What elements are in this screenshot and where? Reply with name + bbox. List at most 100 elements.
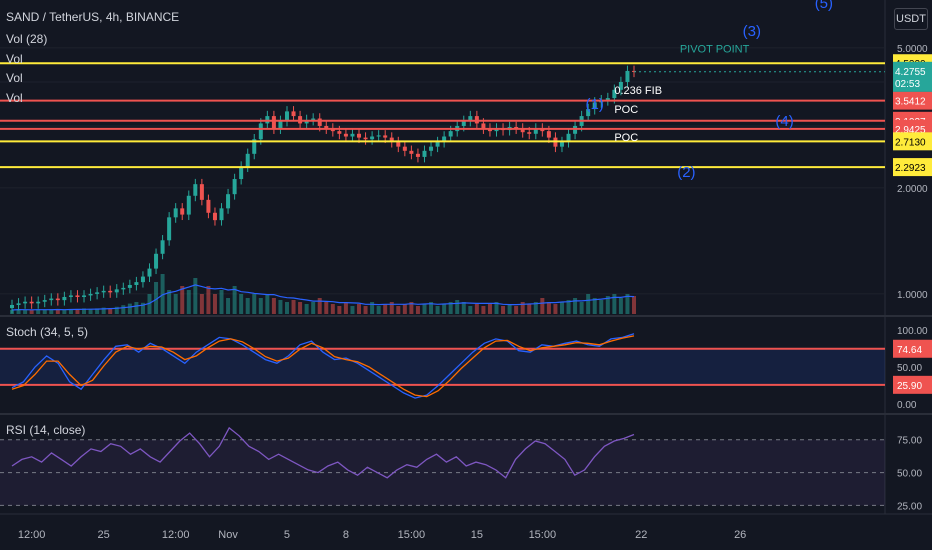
volume-bar	[559, 302, 564, 314]
volume-bar	[95, 308, 100, 314]
volume-bar	[409, 302, 414, 314]
level-tag-label: 3.5412	[895, 97, 926, 108]
price-tick-label: 2.0000	[897, 184, 928, 195]
volume-bar	[422, 304, 427, 314]
candle-body	[193, 184, 198, 196]
candle-body	[566, 133, 571, 143]
volume-bar	[573, 298, 578, 314]
volume-bar	[468, 306, 473, 314]
volume-bar	[527, 304, 532, 314]
volume-bar	[147, 294, 152, 314]
stoch-tick-label: 50.00	[897, 363, 922, 374]
candle-body	[101, 290, 106, 293]
time-tick-label: 8	[343, 529, 349, 541]
volume-bar	[533, 302, 538, 314]
volume-bar	[36, 309, 41, 314]
volume-bar	[82, 308, 87, 314]
candle-body	[461, 120, 466, 126]
stoch-tick-label: 100.00	[897, 326, 928, 337]
volume-bar	[167, 290, 172, 314]
indicator-legend-vol-2[interactable]: Vol	[6, 71, 23, 85]
wave-label: (2)	[677, 164, 695, 181]
candle-body	[16, 303, 21, 305]
volume-bar	[363, 306, 368, 314]
candle-body	[114, 289, 119, 293]
volume-bar	[62, 310, 67, 314]
time-tick-label: Nov	[218, 529, 238, 541]
candle-body	[147, 268, 152, 277]
candle-body	[167, 217, 172, 241]
volume-bar	[415, 306, 420, 314]
volume-bar	[199, 294, 204, 314]
currency-button[interactable]: USDT	[894, 8, 928, 30]
candle-body	[324, 125, 329, 129]
candle-body	[95, 292, 100, 294]
indicator-legend-vol28[interactable]: Vol (28)	[6, 32, 48, 46]
stoch-level-label: 74.64	[897, 345, 922, 356]
candle-body	[442, 136, 447, 143]
candle-body	[173, 208, 178, 218]
candle-body	[199, 184, 204, 200]
candle-body	[88, 293, 93, 296]
volume-bar	[429, 302, 434, 314]
volume-bar	[540, 298, 545, 314]
candle-body	[239, 166, 244, 180]
volume-bar	[252, 294, 257, 314]
candle-body	[140, 276, 145, 283]
candle-body	[422, 150, 427, 157]
last-price-tag	[893, 61, 932, 92]
candle-body	[343, 133, 348, 137]
volume-bar	[29, 310, 34, 314]
wave-label: (4)	[775, 113, 793, 130]
volume-bar	[16, 309, 21, 314]
level-tag	[893, 132, 932, 151]
volume-bar	[186, 290, 191, 314]
candle-body	[448, 131, 453, 137]
candle-body	[546, 131, 551, 138]
candle-body	[186, 195, 191, 215]
candle-body	[219, 208, 224, 221]
volume-bar	[258, 298, 263, 314]
last-price-label: 4.2755	[895, 67, 926, 78]
volume-bar	[579, 302, 584, 314]
volume-ma-line	[11, 284, 635, 311]
chart-annotation: POC	[614, 104, 638, 116]
volume-bar	[42, 310, 47, 314]
volume-bar	[298, 302, 303, 314]
volume-bar	[101, 307, 106, 314]
indicator-legend-vol-3[interactable]: Vol	[6, 91, 23, 105]
volume-bar	[442, 304, 447, 314]
stoch-level-tag	[893, 339, 932, 358]
wave-label: (5)	[815, 0, 833, 12]
volume-bar	[494, 302, 499, 314]
level-tag-label: 2.2923	[895, 163, 926, 174]
volume-bar	[402, 304, 407, 314]
time-tick-label: 15:00	[529, 529, 557, 541]
wave-label: (3)	[743, 23, 761, 40]
volume-bar	[311, 302, 316, 314]
candle-body	[396, 142, 401, 147]
time-tick-label: 5	[284, 529, 290, 541]
volume-bar	[330, 304, 335, 314]
volume-bar	[206, 286, 211, 314]
volume-bar	[49, 309, 54, 314]
volume-bar	[127, 303, 132, 314]
volume-bar	[284, 302, 289, 314]
volume-bar	[357, 304, 362, 314]
candle-body	[121, 287, 126, 290]
volume-bar	[291, 300, 296, 314]
candle-body	[75, 295, 80, 297]
volume-bar	[88, 309, 93, 314]
last-price-countdown: 02:53	[895, 79, 920, 90]
candle-body	[160, 240, 165, 254]
volume-bar	[448, 302, 453, 314]
stoch-d-line	[11, 335, 635, 398]
volume-bar	[455, 300, 460, 314]
volume-bar	[154, 282, 159, 314]
volume-bar	[612, 294, 617, 314]
price-tick-label: 1.0000	[897, 290, 928, 301]
indicator-legend-vol-1[interactable]: Vol	[6, 52, 23, 66]
volume-bar	[193, 278, 198, 314]
candle-body	[514, 126, 519, 129]
